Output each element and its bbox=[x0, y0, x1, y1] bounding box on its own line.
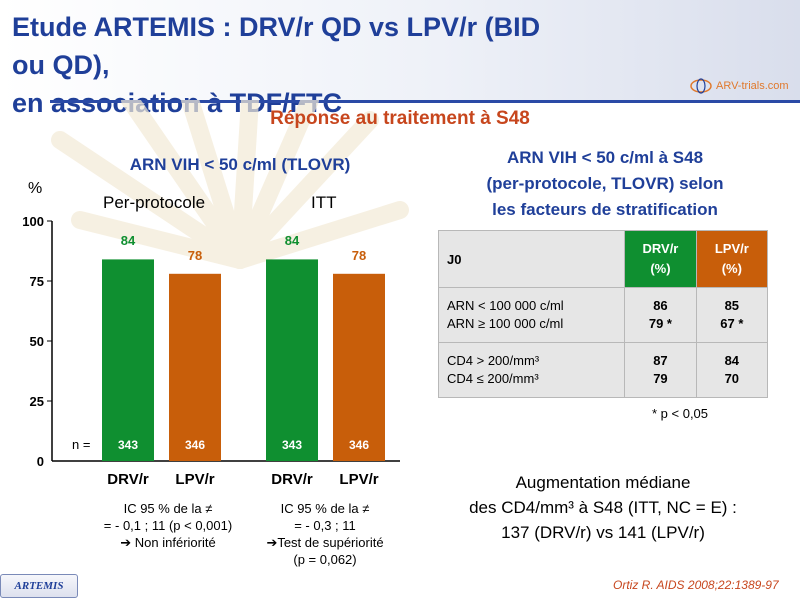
header-drv-line-1: DRV/r bbox=[642, 241, 679, 256]
bar-n-drv-itt: 343 bbox=[281, 438, 303, 452]
note-itt-line-4: (p = 0,062) bbox=[293, 552, 357, 567]
y-tick-label-25: 25 bbox=[29, 394, 44, 409]
table-row: CD4 > 200/mm³ CD4 ≤ 200/mm³ 87 79 84 70 bbox=[437, 342, 769, 398]
header-band: Etude ARTEMIS : DRV/r QD vs LPV/r (BID o… bbox=[0, 0, 800, 118]
title-line-1: Etude ARTEMIS : DRV/r QD vs LPV/r (BID o… bbox=[12, 12, 541, 80]
y-axis-unit-label: % bbox=[28, 180, 43, 197]
cd4-increase-note: Augmentation médiane des CD4/mm³ à S48 (… bbox=[438, 470, 768, 545]
value-lpv-cd4-low: 70 bbox=[724, 371, 740, 386]
y-tick-label-0: 0 bbox=[36, 454, 44, 469]
arv-trials-logo: ARV-trials.com bbox=[690, 78, 789, 94]
group-label-per-protocole: Per-protocole bbox=[103, 193, 206, 212]
significance-note: * p < 0,05 bbox=[652, 406, 709, 421]
cell-lpv-arn: 85 67 * bbox=[695, 287, 769, 343]
value-drv-arn-high: 79 * bbox=[648, 316, 672, 331]
table-row: ARN < 100 000 c/ml ARN ≥ 100 000 c/ml 86… bbox=[437, 287, 769, 343]
bar-n-lpv-pp: 346 bbox=[184, 438, 206, 452]
bar-lpv-per-protocole bbox=[169, 273, 221, 461]
chart-title: ARN VIH < 50 c/ml (TLOVR) bbox=[129, 155, 351, 174]
header-j0: J0 bbox=[437, 230, 626, 288]
label-arn-low: ARN < 100 000 c/ml bbox=[447, 298, 564, 313]
cd4-note-line-3: 137 (DRV/r) vs 141 (LPV/r) bbox=[501, 523, 705, 542]
bar-value-label-drv-pp: 84 bbox=[120, 233, 136, 249]
cell-drv-arn: 86 79 * bbox=[624, 287, 697, 343]
label-cd4-low: CD4 ≤ 200/mm³ bbox=[447, 371, 539, 386]
x-label-lpv-itt: LPV/r bbox=[339, 471, 379, 488]
slide-subtitle: Réponse au traitement à S48 bbox=[270, 108, 530, 129]
stratification-title: ARN VIH < 50 c/ml à S48 (per-protocole, … bbox=[440, 145, 770, 223]
n-label: n = bbox=[72, 437, 91, 452]
table-header-row: J0 DRV/r (%) LPV/r (%) bbox=[437, 230, 769, 288]
value-drv-cd4-low: 79 bbox=[653, 371, 668, 386]
note-itt-line-3: ➔Test de supériorité bbox=[266, 535, 384, 550]
note-itt-line-2: = - 0,3 ; 11 bbox=[294, 518, 356, 533]
bar-value-label-drv-itt: 84 bbox=[284, 233, 300, 249]
x-label-drv-pp: DRV/r bbox=[107, 471, 149, 488]
value-lpv-arn-high: 67 * bbox=[720, 316, 744, 331]
note-per-protocole: IC 95 % de la ≠ = - 0,1 ; 11 (p < 0,001)… bbox=[68, 500, 268, 551]
row-label-cd4: CD4 > 200/mm³ CD4 ≤ 200/mm³ bbox=[437, 342, 626, 398]
header-rule bbox=[50, 100, 800, 103]
reference-citation: Ortiz R. AIDS 2008;22:1389-97 bbox=[613, 578, 779, 592]
x-label-drv-itt: DRV/r bbox=[271, 471, 313, 488]
x-label-lpv-pp: LPV/r bbox=[175, 471, 215, 488]
bar-drv-per-protocole bbox=[102, 259, 154, 461]
note-pp-line-3: ➔ Non infériorité bbox=[120, 535, 216, 550]
strat-title-line-3: les facteurs de stratification bbox=[492, 200, 718, 219]
note-itt-line-1: IC 95 % de la ≠ bbox=[280, 501, 370, 516]
header-drv-line-2: (%) bbox=[650, 261, 671, 276]
bar-n-lpv-itt: 346 bbox=[348, 438, 370, 452]
cd4-note-line-2: des CD4/mm³ à S48 (ITT, NC = E) : bbox=[469, 498, 737, 517]
stratification-table: J0 DRV/r (%) LPV/r (%) ARN < 100 000 c/m… bbox=[437, 230, 769, 398]
bar-value-label-lpv-pp: 78 bbox=[187, 247, 203, 263]
strat-title-line-1: ARN VIH < 50 c/ml à S48 bbox=[506, 148, 704, 167]
row-label-arn: ARN < 100 000 c/ml ARN ≥ 100 000 c/ml bbox=[437, 287, 626, 343]
header-lpv: LPV/r (%) bbox=[695, 230, 769, 288]
cell-drv-cd4: 87 79 bbox=[624, 342, 697, 398]
title-line-2: en association à TDF/FTC bbox=[12, 88, 343, 118]
strat-title-line-2: (per-protocole, TLOVR) selon bbox=[486, 174, 724, 193]
group-label-itt: ITT bbox=[311, 193, 337, 212]
value-drv-arn-low: 86 bbox=[653, 298, 668, 313]
logo-text: ARV-trials.com bbox=[716, 80, 789, 92]
note-itt: IC 95 % de la ≠ = - 0,3 ; 11 ➔Test de su… bbox=[240, 500, 410, 568]
y-tick-label-50: 50 bbox=[29, 334, 44, 349]
note-pp-line-1: IC 95 % de la ≠ bbox=[123, 501, 213, 516]
y-tick-label-75: 75 bbox=[29, 274, 44, 289]
y-tick-label-100: 100 bbox=[22, 214, 44, 229]
slide-title: Etude ARTEMIS : DRV/r QD vs LPV/r (BID o… bbox=[12, 8, 572, 122]
note-pp-line-2: = - 0,1 ; 11 (p < 0,001) bbox=[103, 518, 233, 533]
header-lpv-line-1: LPV/r bbox=[714, 241, 749, 256]
header-drv: DRV/r (%) bbox=[624, 230, 697, 288]
background-rays-decoration bbox=[51, 100, 409, 269]
bar-value-label-lpv-itt: 78 bbox=[351, 247, 367, 263]
bar-lpv-itt bbox=[333, 273, 385, 461]
cd4-note-line-1: Augmentation médiane bbox=[515, 473, 691, 492]
value-lpv-cd4-high: 84 bbox=[724, 353, 740, 368]
value-drv-cd4-high: 87 bbox=[653, 353, 668, 368]
artemis-badge: ARTEMIS bbox=[0, 574, 78, 598]
logo-icon bbox=[690, 78, 712, 94]
bar-n-drv-pp: 343 bbox=[117, 438, 139, 452]
cell-lpv-cd4: 84 70 bbox=[695, 342, 769, 398]
label-cd4-high: CD4 > 200/mm³ bbox=[447, 353, 540, 368]
bar-drv-itt bbox=[266, 259, 318, 461]
value-lpv-arn-low: 85 bbox=[724, 298, 740, 313]
label-arn-high: ARN ≥ 100 000 c/ml bbox=[447, 316, 564, 331]
header-lpv-line-2: (%) bbox=[721, 261, 742, 276]
